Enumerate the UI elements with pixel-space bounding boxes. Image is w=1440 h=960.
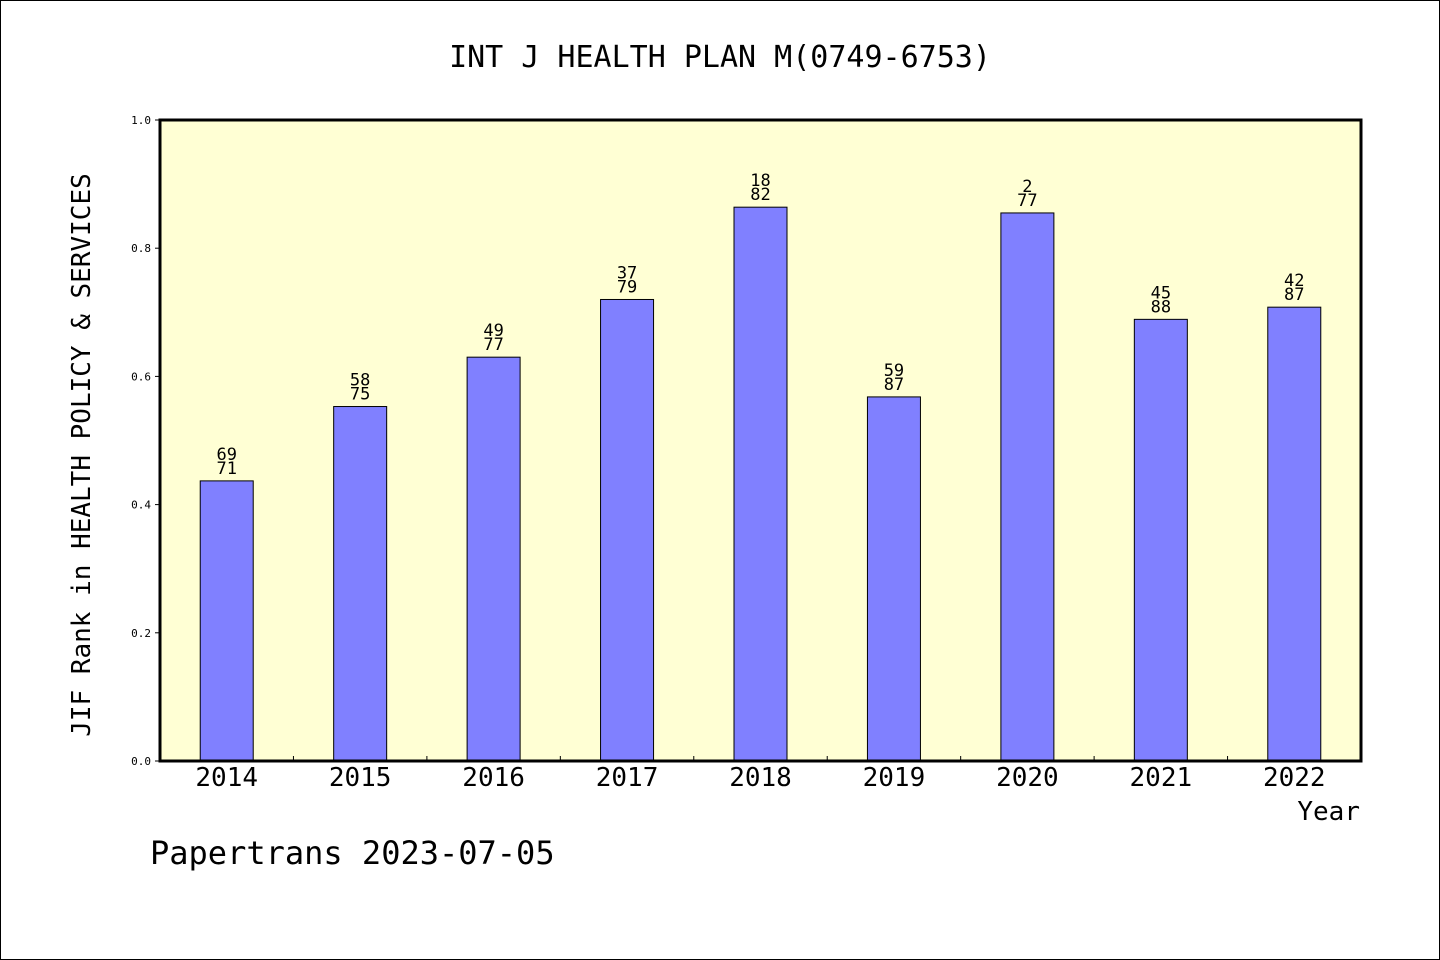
y-tick-label: 1.0 — [131, 114, 151, 127]
chart-title: INT J HEALTH PLAN M(0749-6753) — [449, 40, 991, 75]
bar-rank-label-2015: 58 — [350, 371, 370, 391]
bar-rank-label-2022: 42 — [1284, 271, 1304, 291]
bar-total-label-2021: 88 — [1151, 297, 1171, 317]
bar-2014 — [199, 480, 254, 762]
bar-2019 — [866, 396, 921, 762]
bar-total-label-2017: 79 — [617, 277, 637, 297]
bar-total-label-2022: 87 — [1284, 285, 1304, 305]
y-axis-label: JIF Rank in HEALTH POLICY & SERVICES — [67, 173, 97, 737]
x-tick-label-2022: 2022 — [1263, 763, 1326, 793]
x-axis-label: Year — [1297, 797, 1360, 827]
x-tick-label-2014: 2014 — [195, 763, 258, 793]
bar-total-label-2016: 77 — [483, 335, 503, 355]
bar-total-label-2015: 75 — [350, 385, 370, 405]
y-tick-label: 0.4 — [131, 499, 151, 512]
bar-rank-label-2016: 49 — [483, 321, 503, 341]
x-axis: 2014 2015 2016 2017 2018 2019 2020 2021 2022 — [195, 756, 1326, 793]
bar-rank-label-2021: 45 — [1151, 283, 1171, 303]
bar-2020 — [1000, 212, 1055, 762]
y-tick-label: 0.2 — [131, 627, 151, 640]
x-tick-label-2015: 2015 — [329, 763, 392, 793]
bar-total-label-2019: 87 — [884, 375, 904, 395]
y-axis: 0.0 0.2 0.4 0.6 0.8 1.0 — [131, 114, 160, 768]
bar-total-label-2014: 71 — [216, 459, 236, 479]
bar-2015 — [333, 406, 388, 762]
bar-rank-label-2019: 59 — [884, 361, 904, 381]
bars-group — [199, 206, 1322, 762]
bar-2016 — [466, 356, 521, 762]
plot-border — [158, 118, 1363, 763]
bar-rank-label-2017: 37 — [617, 263, 637, 283]
y-tick-label: 0.8 — [131, 242, 151, 255]
y-tick-label: 0.6 — [131, 370, 151, 383]
y-tick-label: 0.0 — [131, 755, 151, 768]
x-tick-label-2021: 2021 — [1130, 763, 1193, 793]
bar-rank-label-2014: 69 — [216, 445, 236, 465]
bar-2022 — [1267, 306, 1322, 762]
bar-2017 — [600, 298, 655, 762]
x-tick-label-2020: 2020 — [996, 763, 1059, 793]
x-tick-label-2017: 2017 — [596, 763, 659, 793]
bar-2021 — [1133, 318, 1188, 762]
x-tick-label-2016: 2016 — [462, 763, 525, 793]
bar-rank-label-2020: 2 — [1022, 177, 1032, 197]
bar-total-label-2018: 82 — [750, 185, 770, 205]
x-tick-label-2018: 2018 — [729, 763, 792, 793]
bar-2018 — [733, 206, 788, 762]
footer-credit: Papertrans 2023-07-05 — [150, 834, 555, 872]
bar-rank-label-2018: 18 — [750, 171, 770, 191]
bar-total-label-2020: 77 — [1017, 191, 1037, 211]
x-tick-label-2019: 2019 — [863, 763, 926, 793]
